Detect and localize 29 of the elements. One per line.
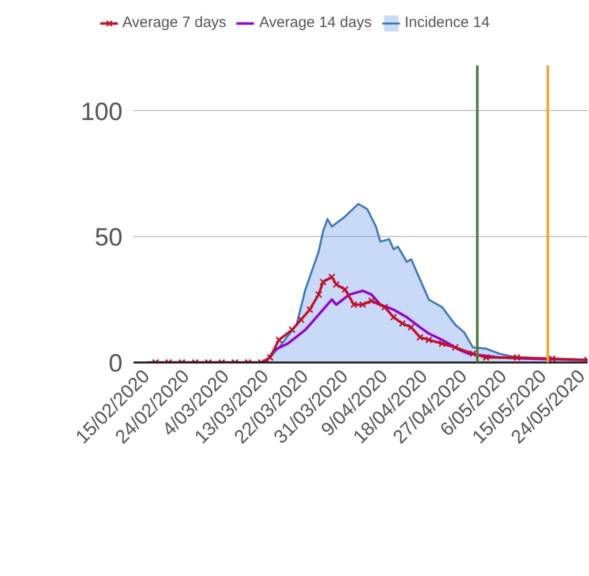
point bbox=[548, 355, 556, 362]
point bbox=[328, 273, 336, 280]
point bbox=[438, 340, 446, 348]
point bbox=[408, 324, 415, 331]
point bbox=[425, 336, 432, 344]
point bbox=[482, 354, 490, 362]
point bbox=[381, 304, 388, 311]
point bbox=[319, 278, 327, 286]
point bbox=[332, 280, 340, 288]
point bbox=[513, 354, 521, 362]
point bbox=[315, 290, 322, 298]
point bbox=[368, 297, 376, 304]
point bbox=[390, 314, 398, 321]
point bbox=[306, 306, 314, 314]
legend-label: Average 14 days bbox=[259, 14, 372, 31]
point bbox=[398, 320, 406, 328]
legend-label: Incidence 14 bbox=[404, 14, 490, 31]
point bbox=[469, 350, 476, 358]
point bbox=[275, 336, 283, 344]
point bbox=[266, 354, 274, 362]
y-tick-label: 0 bbox=[108, 350, 122, 378]
point bbox=[452, 344, 459, 351]
legend-label: Average 7 days bbox=[122, 14, 226, 31]
y-tick-label: 50 bbox=[94, 224, 123, 252]
point bbox=[297, 316, 305, 324]
point bbox=[288, 326, 296, 334]
point bbox=[416, 334, 424, 341]
y-tick-label: 100 bbox=[80, 98, 123, 126]
point bbox=[341, 286, 349, 294]
